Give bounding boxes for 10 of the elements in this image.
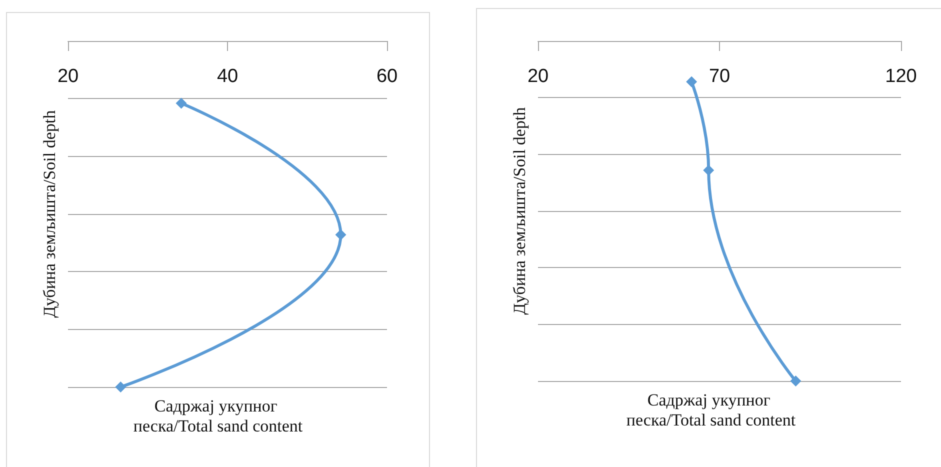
y-axis-title: Дубина земљишта/Soil depth [40, 110, 59, 318]
x-tick-label: 70 [708, 66, 730, 87]
x-axis-title: Садржај укупног песка/Total sand content [626, 390, 796, 430]
x-tick-label: 20 [527, 66, 549, 87]
x-axis-title: Садржај укупног песка/Total sand content [133, 396, 303, 436]
x-tick-label: 60 [376, 66, 398, 87]
y-axis-title: Дубина земљишта/Soil depth [510, 106, 529, 315]
x-tick-label: 20 [57, 66, 79, 87]
x-tick-label: 120 [885, 66, 917, 87]
x-tick-label: 40 [216, 66, 238, 87]
